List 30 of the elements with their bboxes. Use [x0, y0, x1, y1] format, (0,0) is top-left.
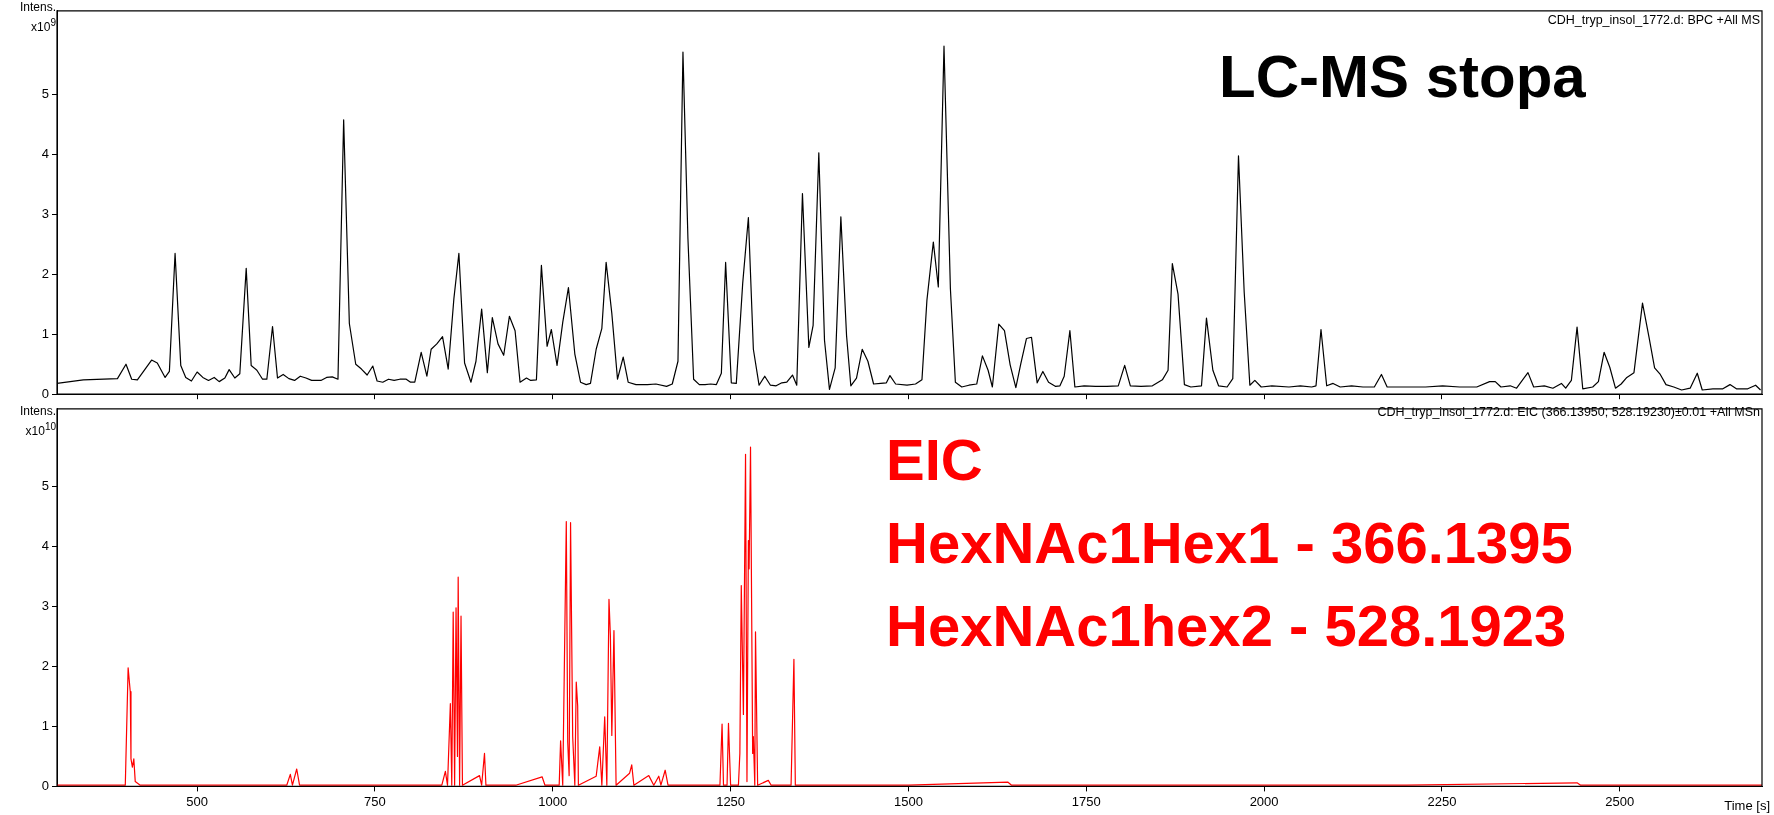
- x-tick-label: 1500: [893, 793, 923, 809]
- x-axis-title: Time [s]: [1724, 798, 1770, 813]
- x-tick-label: 1750: [1071, 793, 1101, 809]
- annotation: EIC: [886, 426, 983, 493]
- y-tick-label: 1: [41, 718, 49, 734]
- x-tick-label: 1000: [538, 793, 568, 809]
- x-tick-label: 2500: [1605, 793, 1635, 809]
- y-axis-title: Intens. x10$^{10}$: [18, 404, 56, 439]
- x-tick-label: 750: [364, 793, 386, 809]
- annotation: LC-MS stopa: [1219, 42, 1586, 111]
- x-tick-label: 1250: [716, 793, 746, 809]
- y-tick-label: 2: [41, 658, 49, 674]
- annotation: CDH_tryp_insol_1772.d: BPC +All MS: [1547, 13, 1760, 27]
- y-tick-label: 5: [41, 86, 49, 102]
- annotation: HexNAc1hex2 - 528.1923: [886, 592, 1567, 659]
- y-tick-label: 0: [41, 385, 49, 401]
- y-tick-label: 0: [41, 777, 49, 793]
- annotation: CDH_tryp_insol_1772.d: EIC (366.13950; 528.19230)±0.01 +All MSn: [1377, 405, 1760, 419]
- y-tick-label: 3: [41, 206, 49, 222]
- y-axis-title: Intens. x10$^{9}$: [18, 0, 56, 35]
- y-tick-label: 2: [41, 265, 49, 281]
- y-tick-label: 1: [41, 325, 49, 341]
- annotation: HexNAc1Hex1 - 366.1395: [886, 509, 1573, 576]
- x-tick-label: 2000: [1249, 793, 1279, 809]
- y-tick-label: 5: [41, 478, 49, 494]
- x-tick-label: 2250: [1427, 793, 1457, 809]
- y-tick-label: 3: [41, 598, 49, 614]
- y-tick-label: 4: [41, 538, 49, 554]
- x-tick-label: 500: [186, 793, 208, 809]
- y-tick-label: 4: [41, 146, 49, 162]
